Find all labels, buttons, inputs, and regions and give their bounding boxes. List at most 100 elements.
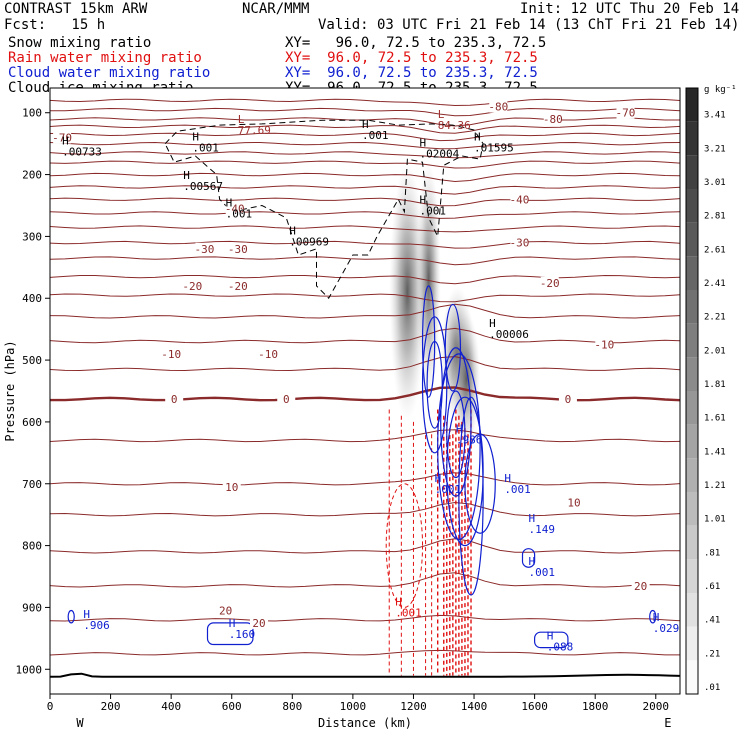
extremum-value: .001 [504, 483, 530, 496]
temperature-contour [49, 160, 681, 169]
temperature-label-bg [222, 480, 241, 493]
temperature-contour-label: 20 [634, 580, 647, 593]
extremum-value: .00006 [489, 328, 529, 341]
extremum-marker: H [474, 130, 481, 143]
temperature-contour-label: -10 [258, 348, 278, 361]
temperature-label-bg [228, 279, 247, 292]
legend-cloudwater-xy: XY= 96.0, 72.5 to 235.3, 72.5 [285, 65, 538, 81]
temperature-contour-label: -20 [182, 280, 202, 293]
extremum-marker: H [395, 595, 402, 608]
cloud-water-contour [421, 316, 448, 454]
colorbar-swatch [686, 256, 698, 290]
x-tick-label: 600 [222, 700, 242, 713]
temperature-contour [49, 429, 681, 443]
temperature-label-bg [540, 276, 559, 289]
extremum-marker: H [529, 512, 536, 525]
extremum-marker: H [229, 617, 236, 630]
temperature-contour [49, 151, 681, 159]
y-tick-label: 900 [22, 601, 42, 614]
temperature-label-bg [277, 393, 296, 406]
extremum-value: .001 [192, 141, 219, 154]
extremum-value: .001 [420, 204, 447, 217]
extremum-value: .02004 [420, 148, 460, 161]
x-tick-label: 1200 [400, 700, 427, 713]
temperature-contour [49, 274, 681, 285]
temperature-contour-label: -30 [228, 243, 248, 256]
extremum-value: .00969 [289, 235, 329, 248]
temperature-contour-label: -20 [540, 277, 560, 290]
terrain-surface-line [49, 672, 681, 678]
temperature-label-bg [183, 279, 202, 292]
colorbar-label: 1.61 [704, 414, 726, 424]
colorbar-swatch [686, 424, 698, 459]
cloud-water-contour [446, 390, 466, 479]
temperature-contour [49, 124, 681, 134]
valid-time: Valid: 03 UTC Fri 21 Feb 14 (13 ChT Fri … [318, 17, 740, 33]
temperature-contour [49, 303, 681, 319]
extremum-marker: H [420, 193, 427, 206]
temperature-contour [49, 132, 681, 142]
colorbar-swatch [686, 88, 698, 122]
colorbar-label: 3.41 [704, 111, 726, 121]
cloud-ice-contour [164, 119, 484, 300]
colorbar-label: 2.41 [704, 279, 726, 289]
extremum-value: .986 [456, 433, 483, 446]
cloud-water-contour [440, 347, 472, 497]
temperature-contour-label: -70 [52, 131, 72, 144]
cloud-water-contour [437, 353, 481, 541]
temperature-contour [49, 649, 680, 656]
extremum-marker: H [653, 611, 660, 624]
temperature-label-bg [558, 393, 577, 406]
x-axis-label: Distance (km) [318, 716, 412, 730]
temperature-contour [49, 256, 681, 266]
colorbar-label: .61 [704, 582, 720, 592]
extremum-value: .00733 [62, 146, 102, 159]
temperature-contour-label: -20 [228, 280, 248, 293]
rain-contour [385, 483, 424, 608]
temperature-contour-label: 0 [171, 393, 178, 406]
colorbar-swatch [686, 593, 698, 627]
extremum-marker: H [183, 169, 190, 182]
temperature-contour [49, 98, 681, 107]
y-tick-label: 500 [22, 354, 42, 367]
temperature-contour [49, 240, 681, 249]
x-tick-label: 1400 [461, 700, 488, 713]
y-axis-label: Pressure (hPa) [3, 340, 17, 441]
colorbar-swatch [686, 525, 698, 560]
temperature-contour [49, 356, 681, 372]
plot-area [50, 88, 680, 694]
temperature-label-bg [564, 496, 583, 509]
extremum-marker: H [289, 224, 296, 237]
temperature-contour-label: -10 [594, 339, 614, 352]
y-tick-label: 800 [22, 540, 42, 553]
temperature-label-bg [616, 106, 635, 119]
temperature-contour [49, 293, 681, 303]
colorbar-label: .41 [704, 616, 720, 626]
extremum-marker: H [504, 472, 511, 485]
extremum-marker: L [438, 108, 445, 121]
colorbar-label: 1.21 [704, 481, 726, 491]
colorbar-swatch [686, 626, 698, 661]
colorbar-label: 1.81 [704, 380, 726, 390]
temperature-label-bg [489, 100, 508, 113]
temperature-contour-label: -80 [488, 101, 508, 114]
east-end-label: E [664, 716, 671, 730]
init-time: Init: 12 UTC Thu 20 Feb 14 [520, 1, 740, 17]
temperature-contour [49, 614, 681, 622]
extremum-value: .001 [529, 566, 556, 579]
x-tick-label: 1800 [582, 700, 609, 713]
temperature-contour-label: 20 [252, 617, 265, 630]
legend-cloudwater-label: Cloud water mixing ratio [8, 65, 211, 81]
extremum-value: .001 [362, 129, 389, 142]
temperature-contour [49, 172, 681, 183]
x-tick-label: 1600 [521, 700, 548, 713]
x-tick-label: 1000 [340, 700, 367, 713]
temperature-label-bg [543, 112, 562, 125]
x-tick-label: 400 [161, 700, 181, 713]
colorbar-swatch [686, 155, 698, 189]
temperature-contour-label: -10 [161, 348, 181, 361]
model-title: CONTRAST 15km ARW [4, 1, 148, 17]
extremum-value: .01595 [474, 141, 514, 154]
y-tick-label: 1000 [16, 663, 43, 676]
